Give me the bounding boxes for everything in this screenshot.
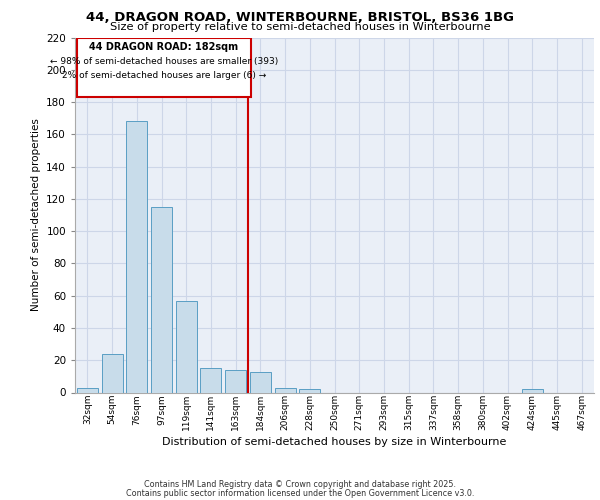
Bar <box>200 368 221 392</box>
Bar <box>176 300 197 392</box>
Text: 44, DRAGON ROAD, WINTERBOURNE, BRISTOL, BS36 1BG: 44, DRAGON ROAD, WINTERBOURNE, BRISTOL, … <box>86 11 514 24</box>
Y-axis label: Number of semi-detached properties: Number of semi-detached properties <box>31 118 41 312</box>
Bar <box>299 390 320 392</box>
Bar <box>225 370 246 392</box>
Bar <box>522 390 543 392</box>
Bar <box>250 372 271 392</box>
Text: Contains HM Land Registry data © Crown copyright and database right 2025.: Contains HM Land Registry data © Crown c… <box>144 480 456 489</box>
Text: 2% of semi-detached houses are larger (6) →: 2% of semi-detached houses are larger (6… <box>62 72 266 80</box>
Text: Size of property relative to semi-detached houses in Winterbourne: Size of property relative to semi-detach… <box>110 22 490 32</box>
Bar <box>126 122 147 392</box>
Bar <box>77 388 98 392</box>
Bar <box>77 38 251 97</box>
X-axis label: Distribution of semi-detached houses by size in Winterbourne: Distribution of semi-detached houses by … <box>163 437 506 447</box>
Bar <box>101 354 122 393</box>
Bar <box>275 388 296 392</box>
Text: Contains public sector information licensed under the Open Government Licence v3: Contains public sector information licen… <box>126 488 474 498</box>
Bar <box>151 207 172 392</box>
Text: 44 DRAGON ROAD: 182sqm: 44 DRAGON ROAD: 182sqm <box>89 42 238 52</box>
Text: ← 98% of semi-detached houses are smaller (393): ← 98% of semi-detached houses are smalle… <box>50 57 278 66</box>
